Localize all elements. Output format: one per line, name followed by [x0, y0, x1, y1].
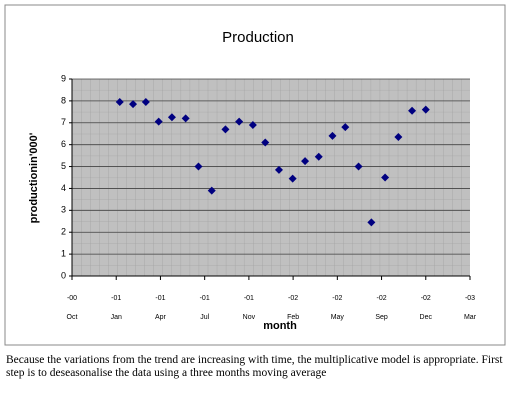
note-text: Because the variations from the trend ar… — [6, 354, 503, 379]
x-tick-month: Sep — [375, 314, 388, 321]
point — [301, 157, 310, 166]
point — [288, 174, 297, 183]
point — [167, 113, 176, 122]
point — [367, 218, 376, 227]
x-tick-label: -03 — [465, 295, 475, 302]
x-axis-label: month — [263, 320, 297, 332]
point — [261, 138, 270, 147]
point — [181, 114, 190, 123]
x-tick-month: Feb — [287, 314, 299, 321]
x-tick-month: Apr — [155, 314, 167, 321]
x-tick-month: May — [331, 314, 345, 321]
point — [421, 105, 430, 114]
x-tick-label: -02 — [421, 295, 431, 302]
y-tick-label: 7 — [61, 117, 66, 127]
y-tick-label: 6 — [61, 139, 66, 149]
x-tick-label: -01 — [155, 295, 165, 302]
minor-grid — [72, 79, 470, 276]
point — [408, 106, 417, 115]
point — [221, 125, 230, 134]
x-tick-month: Nov — [243, 314, 256, 321]
y-axis-label: productionin'000' — [28, 132, 40, 223]
x-tick-label: -01 — [200, 295, 210, 302]
point — [328, 131, 337, 140]
chart: Production productionin'000' month 0 1 2 3 4… — [4, 4, 506, 346]
x-tick-label: -02 — [332, 295, 342, 302]
point — [381, 173, 390, 182]
x-tick-label: -01 — [244, 295, 254, 302]
x-tick-label: -02 — [376, 295, 386, 302]
point — [129, 100, 138, 109]
point — [341, 123, 350, 132]
point — [194, 162, 203, 171]
x-tick-month: Jan — [111, 314, 122, 321]
y-tick-label: 5 — [61, 161, 66, 171]
x-tick-month: Dec — [420, 314, 433, 321]
y-tick-label: 2 — [61, 227, 66, 237]
point — [394, 133, 403, 142]
point — [274, 165, 283, 174]
y-tick-label: 1 — [61, 248, 66, 258]
chart-title: Production — [222, 29, 294, 46]
point — [141, 97, 150, 106]
point — [154, 117, 163, 126]
point — [314, 152, 323, 161]
y-tick-label: 3 — [61, 205, 66, 215]
y-tick-label: 0 — [61, 270, 66, 280]
x-tick-label: -00 — [67, 295, 77, 302]
x-tick-month: Jul — [200, 314, 209, 321]
point — [354, 162, 363, 171]
x-tick-label: -02 — [288, 295, 298, 302]
y-tick-label: 9 — [61, 73, 66, 83]
x-tick-month: Oct — [67, 314, 78, 321]
point — [235, 117, 244, 126]
point — [248, 120, 257, 129]
y-tick-label: 4 — [61, 183, 66, 193]
y-tick-label: 8 — [61, 95, 66, 105]
point — [115, 97, 124, 106]
x-tick-month: Mar — [464, 314, 477, 321]
x-tick-label: -01 — [111, 295, 121, 302]
point — [207, 186, 216, 195]
